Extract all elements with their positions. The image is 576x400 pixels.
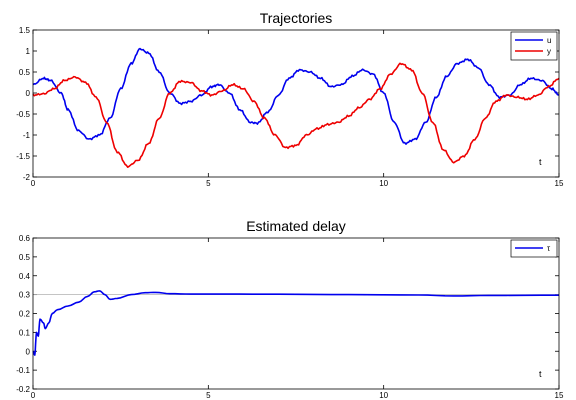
legend: τ	[510, 239, 558, 258]
legend-label: y	[547, 47, 551, 56]
series-τ-line	[32, 290, 559, 356]
y-tick-label: -1	[23, 131, 31, 140]
x-tick-label: 5	[206, 179, 211, 188]
y-tick-label: -1.5	[16, 152, 30, 161]
y-tick-label: 0	[26, 347, 31, 356]
y-tick-label: 0.2	[19, 310, 31, 319]
y-tick-label: 0.3	[19, 291, 31, 300]
x-tick-label: 0	[31, 391, 36, 400]
legend-label: u	[547, 36, 551, 45]
y-tick-label: -2	[23, 173, 31, 182]
trajectories-chart: Trajectories 0 5 10 15-2-1.5-1-0.500.511.5 …	[16, 10, 564, 188]
x-tick-label: 10	[379, 391, 388, 400]
y-tick-label: -0.2	[16, 385, 30, 394]
x-tick-label: 10	[379, 179, 388, 188]
series-lines	[32, 290, 559, 356]
chart-title: Trajectories	[260, 10, 333, 26]
y-tick-label: 1.5	[19, 26, 31, 35]
legend-label: τ	[547, 244, 551, 253]
series-u-line	[32, 47, 560, 145]
x-tick-label: 0	[31, 179, 36, 188]
y-tick-label: 1	[26, 47, 31, 56]
chart-title: Estimated delay	[246, 218, 346, 234]
y-tick-label: 0.5	[19, 68, 31, 77]
y-tick-label: -0.5	[16, 110, 30, 119]
x-tick-label: 15	[555, 391, 564, 400]
y-tick-label: -0.1	[16, 366, 30, 375]
y-tick-label: 0.6	[19, 234, 31, 243]
x-tick-label: 15	[555, 179, 564, 188]
y-tick-label: 0.1	[19, 328, 31, 337]
series-y-line	[32, 62, 560, 168]
axis-ticks: 0 5 10 15 -2 -1.5 -1 -0.5 0 0.5 1 1.5	[16, 26, 564, 188]
x-axis-label: t	[539, 369, 542, 379]
y-tick-label: 0.4	[19, 272, 31, 281]
estimated-delay-chart: Estimated delay 0 5 10 15 -0.2 -0.1 0 0.1 0.2 0.3…	[16, 218, 564, 400]
axis-ticks: 0 5 10 15 -0.2 -0.1 0 0.1 0.2 0.3 0.4 0.5 0.6	[16, 234, 564, 400]
x-tick-label: 5	[206, 391, 211, 400]
y-tick-label: 0	[26, 89, 31, 98]
series-lines	[32, 47, 560, 168]
y-tick-label: 0.5	[19, 253, 31, 262]
plot-area	[32, 29, 560, 178]
legend: uy	[510, 31, 558, 61]
plot-area	[32, 237, 560, 390]
x-axis-label: t	[539, 157, 542, 167]
legend-box	[510, 31, 558, 61]
